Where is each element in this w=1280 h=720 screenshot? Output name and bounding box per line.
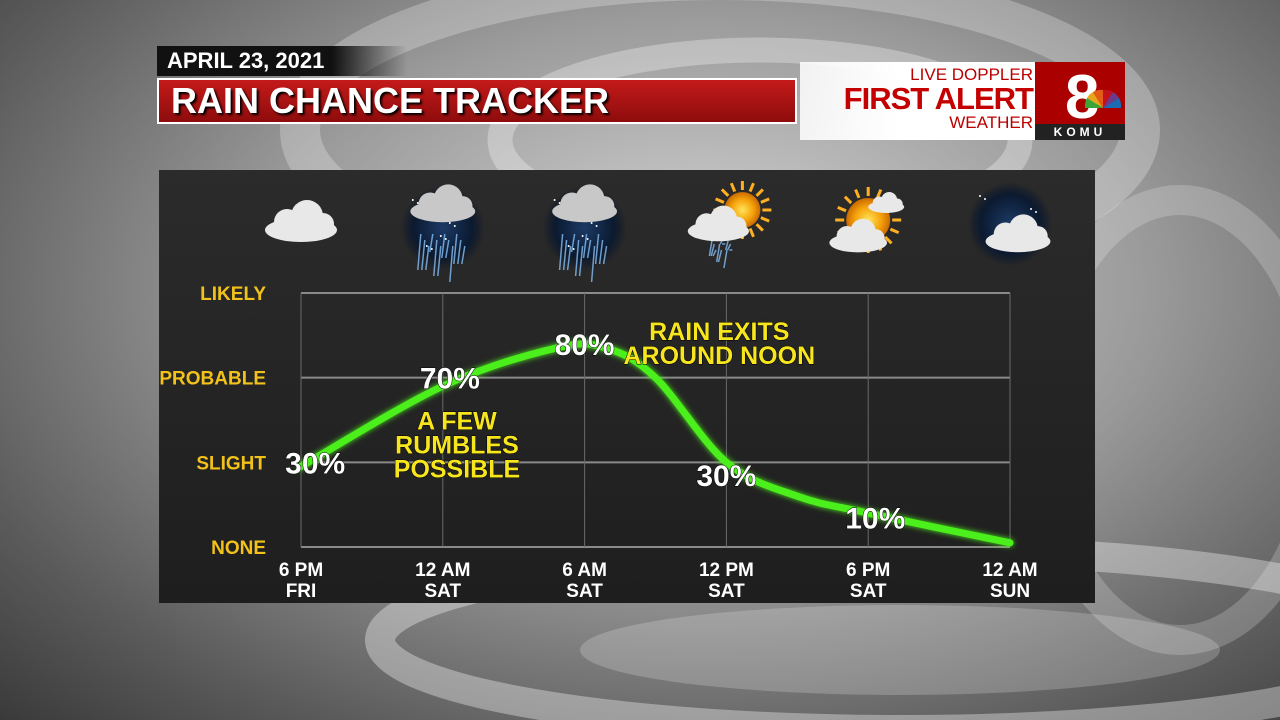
rain-night-icon [542, 184, 627, 283]
x-tick-label: 6 PM [846, 560, 890, 581]
chart-annotation: POSSIBLE [394, 455, 520, 483]
chart-annotation: A FEW [417, 407, 497, 435]
brand-block: LIVE DOPPLER FIRST ALERT WEATHER 8 KOMU [800, 62, 1125, 140]
sun-cloud-showers-icon [687, 181, 772, 269]
logo-callsign: KOMU [1035, 124, 1125, 140]
data-label: 30% [285, 447, 345, 480]
chart-annotation: RUMBLES [395, 431, 519, 459]
chart-annotation: RAIN EXITS [649, 318, 789, 346]
x-tick-label: 12 AM [982, 560, 1037, 581]
data-label: 10% [845, 502, 905, 535]
page-title: RAIN CHANCE TRACKER [157, 78, 797, 124]
cloudy-night-icon [968, 182, 1052, 266]
x-tick-label: SAT [566, 581, 603, 602]
x-tick-label: SAT [708, 581, 745, 602]
brand-text: LIVE DOPPLER FIRST ALERT WEATHER [843, 65, 1034, 132]
brand-line-1: LIVE DOPPLER [910, 65, 1033, 84]
chart-annotation: AROUND NOON [623, 342, 815, 370]
x-tick-label: 12 PM [699, 560, 754, 581]
data-label: 70% [420, 363, 480, 396]
data-label: 30% [696, 460, 756, 493]
partly-sunny-icon [829, 187, 905, 253]
y-tick-label: LIKELY [200, 284, 266, 305]
y-tick-label: NONE [211, 538, 266, 559]
brand-line-2: FIRST ALERT [843, 81, 1034, 116]
rain-chance-line [297, 340, 1014, 547]
date-label: APRIL 23, 2021 [157, 46, 407, 76]
x-tick-label: SUN [990, 581, 1030, 602]
x-tick-label: 12 AM [415, 560, 470, 581]
x-tick-label: SAT [850, 581, 887, 602]
x-tick-label: 6 AM [562, 560, 607, 581]
chart-panel: NONE SLIGHT PROBABLE LIKELY 6 PM FRI 12 AM SAT… [159, 170, 1095, 603]
cloudy-icon [265, 200, 337, 242]
x-tick-label: 6 PM [279, 560, 323, 581]
station-logo: 8 KOMU [1035, 62, 1125, 140]
data-label: 80% [555, 329, 615, 362]
peacock-logo-icon: 8 [1065, 63, 1122, 132]
x-tick-label: SAT [425, 581, 462, 602]
y-tick-label: SLIGHT [196, 453, 266, 474]
y-tick-label: PROBABLE [159, 369, 266, 390]
rain-night-icon [400, 184, 485, 283]
x-tick-label: FRI [286, 581, 317, 602]
brand-line-3: WEATHER [949, 113, 1033, 132]
